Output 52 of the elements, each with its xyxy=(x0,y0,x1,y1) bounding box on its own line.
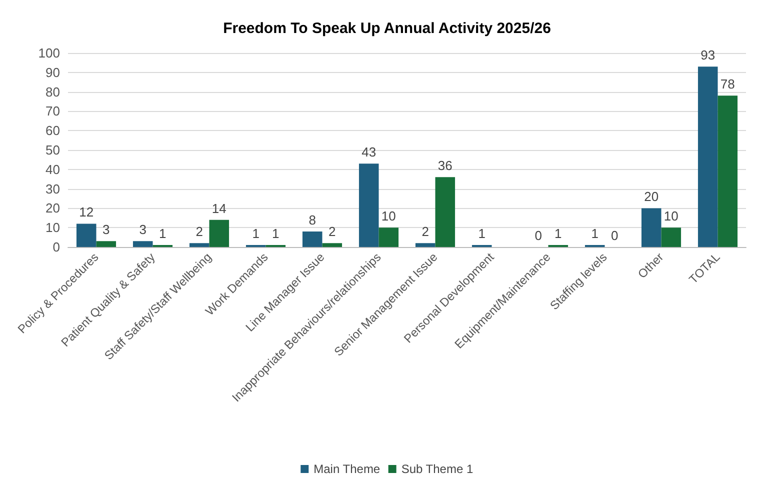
data-label: 1 xyxy=(554,226,562,242)
y-tick-label: 70 xyxy=(46,104,60,119)
y-tick-label: 90 xyxy=(46,64,60,80)
y-tick-label: 0 xyxy=(52,240,60,254)
data-label: 3 xyxy=(102,222,110,238)
data-label: 8 xyxy=(308,212,316,228)
bar xyxy=(435,177,456,247)
bar xyxy=(358,164,379,247)
bar xyxy=(189,243,210,247)
data-label: 1 xyxy=(252,226,260,242)
y-tick-label: 20 xyxy=(46,200,60,216)
y-tick-label: 50 xyxy=(46,142,60,158)
bar xyxy=(415,243,436,247)
data-label: 3 xyxy=(139,222,146,238)
y-tick-label: 80 xyxy=(46,84,60,100)
bar xyxy=(322,243,342,247)
data-label: 2 xyxy=(328,224,336,240)
bar xyxy=(641,208,662,247)
y-tick-label: 40 xyxy=(46,162,60,177)
y-tick-label: 100 xyxy=(38,46,60,60)
data-label: 93 xyxy=(700,48,716,63)
data-label: 1 xyxy=(591,226,598,242)
bar xyxy=(209,220,230,247)
y-tick-label: 30 xyxy=(46,181,60,196)
y-tick-label: 10 xyxy=(46,220,60,236)
bar xyxy=(302,231,322,247)
legend-label: Main Theme xyxy=(314,462,380,476)
y-tick-label: 60 xyxy=(46,123,60,138)
legend-label: Sub Theme 1 xyxy=(401,462,474,476)
bar xyxy=(76,224,96,247)
data-label: 12 xyxy=(79,204,94,220)
data-label: 14 xyxy=(212,200,226,216)
bar xyxy=(698,66,718,247)
data-label: 1 xyxy=(159,226,166,242)
chart-title: Freedom To Speak Up Annual Activity 2025/26 xyxy=(223,20,551,37)
data-label: 0 xyxy=(534,228,542,243)
bar xyxy=(96,241,116,247)
bar xyxy=(378,228,399,247)
data-label: 43 xyxy=(362,144,376,160)
data-label: 1 xyxy=(478,226,486,242)
bar xyxy=(718,96,738,247)
data-label: 10 xyxy=(664,208,678,224)
data-label: 2 xyxy=(422,224,429,240)
data-label: 1 xyxy=(272,226,280,242)
data-label: 36 xyxy=(438,158,452,174)
data-label: 20 xyxy=(644,189,659,204)
bar xyxy=(661,228,682,247)
data-label: 10 xyxy=(381,208,396,224)
data-label: 0 xyxy=(611,228,618,243)
bar xyxy=(132,241,153,247)
data-label: 2 xyxy=(196,224,203,240)
data-label: 78 xyxy=(720,76,735,92)
